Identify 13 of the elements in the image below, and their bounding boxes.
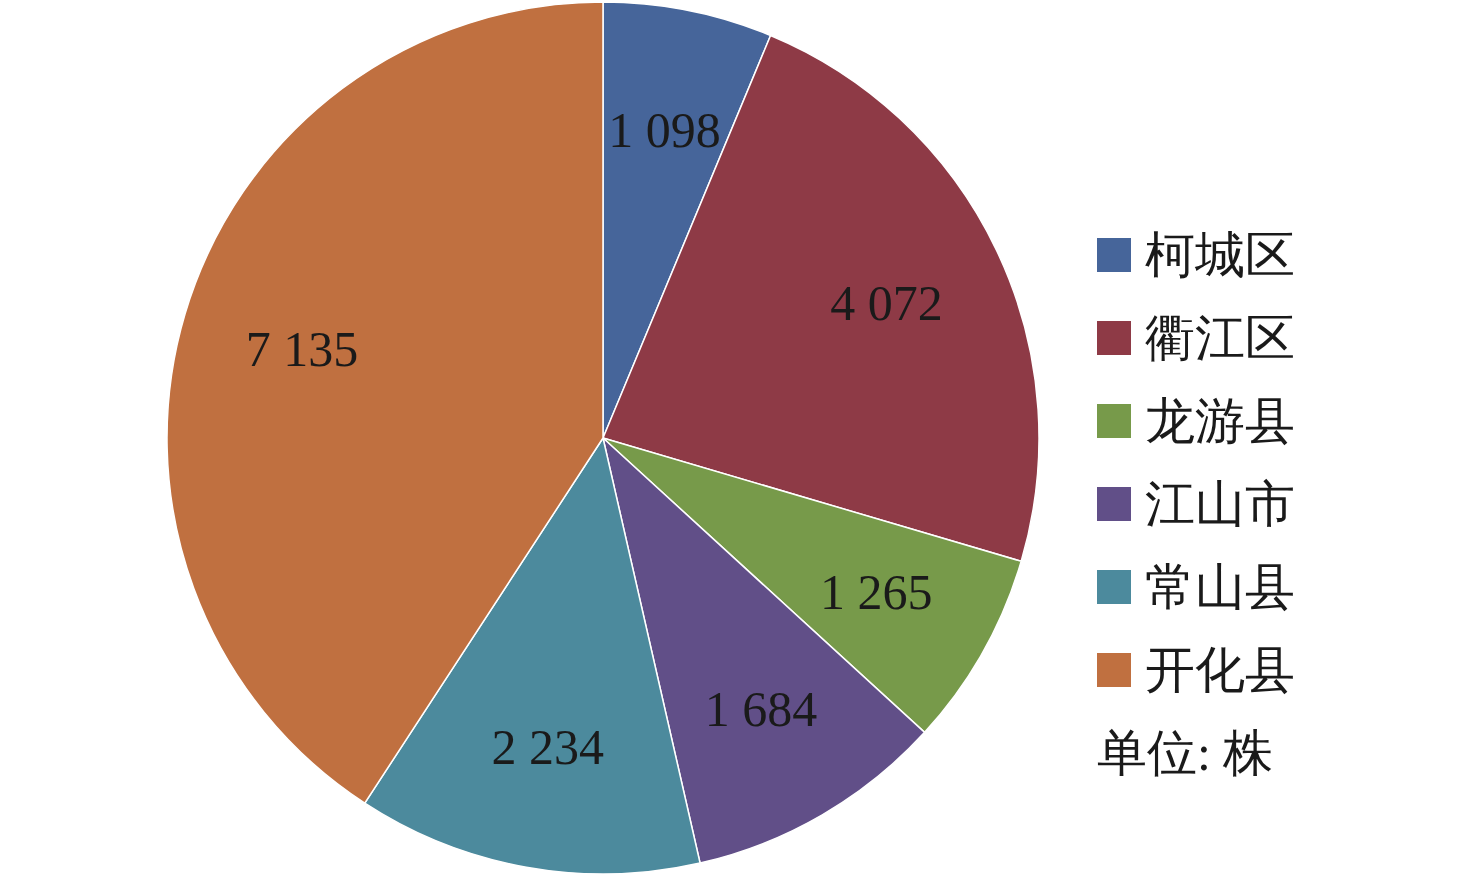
data-label: 1 265 xyxy=(820,564,933,621)
legend-label: 江山市 xyxy=(1145,476,1295,532)
data-label: 1 098 xyxy=(608,102,721,159)
legend-label: 柯城区 xyxy=(1145,227,1295,283)
data-label: 4 072 xyxy=(830,274,943,331)
data-label: 2 234 xyxy=(491,719,605,776)
legend-label: 龙游县 xyxy=(1145,393,1295,449)
text: 单位: 株 xyxy=(1097,725,1274,781)
legend-label: 衢江区 xyxy=(1145,310,1295,366)
data-label: 7 135 xyxy=(245,320,359,377)
data-label: 1 684 xyxy=(704,681,818,738)
legend-label: 开化县 xyxy=(1145,642,1295,698)
legend-label: 常山县 xyxy=(1145,559,1295,615)
